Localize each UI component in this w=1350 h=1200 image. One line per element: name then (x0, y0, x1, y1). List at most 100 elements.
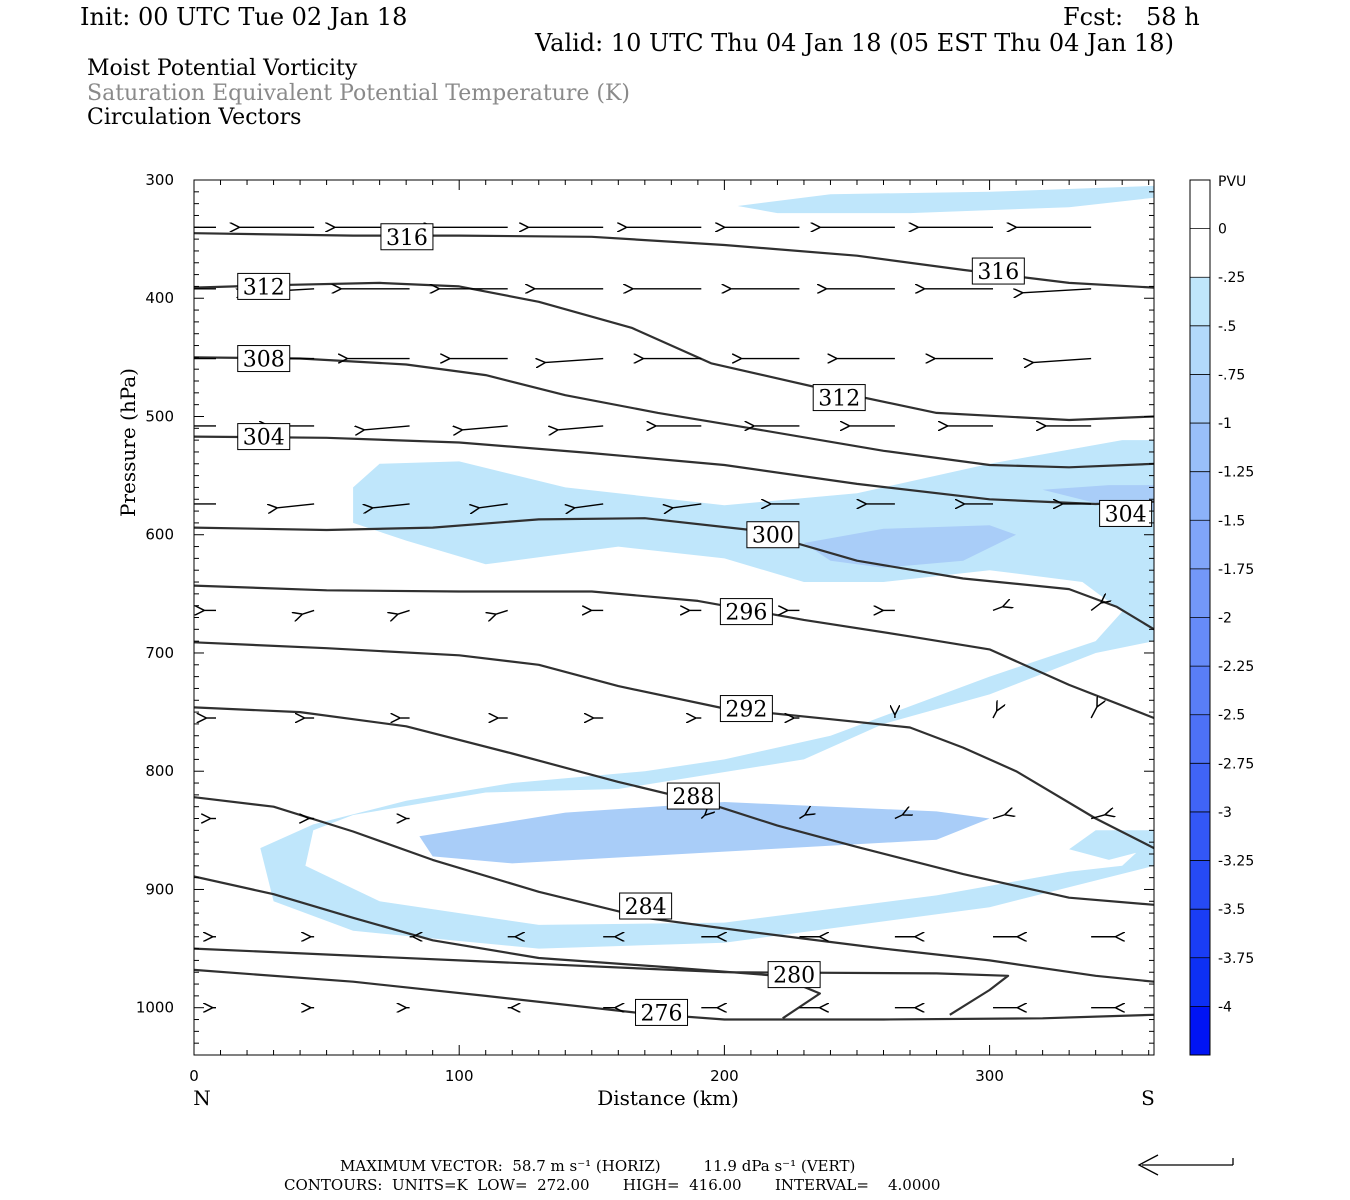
vector-arrow-4-5 (672, 503, 702, 508)
colorbar-label-6: -1.5 (1218, 513, 1245, 529)
contour-label-box-0 (971, 257, 1025, 285)
y-tick-label-3: 600 (145, 526, 174, 544)
contour-label-box-10 (666, 782, 720, 810)
vector-arrow-6-9 (1090, 706, 1097, 719)
vector-arrow-4-2 (372, 503, 410, 508)
vector-arrow-3-3 (462, 426, 508, 430)
colorbar-swatch-4 (1190, 374, 1210, 424)
colorbar-label-3: -.75 (1218, 367, 1245, 383)
colorbar-swatch-14 (1190, 860, 1210, 910)
colorbar-swatch-17 (1190, 1006, 1210, 1056)
y-tick-label-7: 1000 (136, 999, 174, 1017)
colorbar-label-4: -1 (1218, 416, 1232, 432)
colorbar-label-14: -3.5 (1218, 902, 1245, 918)
contour-label-2: 312 (243, 275, 285, 300)
init-time: Init: 00 UTC Tue 02 Jan 18 (80, 3, 408, 31)
x-end-label-south: S (1141, 1086, 1155, 1110)
vector-arrow-4-1 (276, 503, 315, 508)
colorbar-swatch-10 (1190, 666, 1210, 716)
vector-arrow-2-4 (544, 359, 604, 363)
colorbar-swatch-11 (1190, 714, 1210, 764)
y-tick-label-1: 400 (145, 289, 174, 307)
colorbar-swatch-2 (1190, 277, 1210, 327)
vector-arrow-7-5 (700, 815, 705, 820)
x-tick-label-2: 200 (710, 1067, 739, 1085)
pv-region-3 (803, 525, 1017, 568)
valid-time: Valid: 10 UTC Thu 04 Jan 18 (05 EST Thu … (535, 29, 1174, 57)
vector-arrow-4-4 (574, 503, 604, 508)
field-title-1: Moist Potential Vorticity (87, 56, 358, 81)
contour-label-6: 304 (1105, 502, 1147, 527)
pv-region-2 (419, 802, 990, 864)
y-tick-label-4: 700 (145, 644, 174, 662)
contour-label-11: 284 (625, 895, 667, 920)
colorbar-label-2: -.5 (1218, 319, 1236, 335)
axes: 0 100 200 300 300 400 500 600 700 800 900 1000 N S Dis… (116, 171, 1155, 1110)
contour-label-box-6 (1099, 499, 1153, 527)
x-tick-label-0: 0 (189, 1067, 199, 1085)
forecast-hour: Fcst: 58 h (1063, 3, 1200, 31)
colorbar-label-13: -3.25 (1218, 854, 1254, 870)
vector-arrow-4-3 (478, 503, 508, 508)
field-title-3: Circulation Vectors (87, 105, 302, 130)
colorbar-swatch-5 (1190, 423, 1210, 473)
contour-label-box-12 (767, 961, 821, 989)
vector-arrow-2-9 (1032, 359, 1092, 363)
contour-label-10: 288 (672, 785, 714, 810)
colorbar-unit: PVU (1218, 174, 1246, 190)
vector-arrow-7-6 (799, 815, 805, 820)
contour-label-box-8 (719, 598, 773, 626)
colorbar-label-7: -1.75 (1218, 562, 1254, 578)
colorbar-label-1: -.25 (1218, 270, 1245, 286)
contour-labels: 316 316 312 312 308 304 304 300 296 292 288 284 280 2… (237, 223, 1153, 1026)
x-end-label-north: N (193, 1086, 211, 1110)
x-tick-label-1: 100 (445, 1067, 474, 1085)
colorbar-label-10: -2.5 (1218, 708, 1245, 724)
contour-label-5: 304 (243, 426, 285, 451)
vector-arrow-5-9 (1090, 602, 1102, 611)
colorbar-swatch-13 (1190, 811, 1210, 862)
vector-arrow-5-2 (397, 609, 410, 614)
vector-arrow-7-9 (1090, 815, 1106, 820)
vector-arrow-5-8 (992, 606, 1004, 612)
colorbar-swatch-6 (1190, 471, 1210, 521)
contour-label-box-2 (237, 272, 291, 300)
contour-line-9 (194, 641, 1154, 850)
vector-arrow-3-2 (363, 426, 410, 430)
contour-label-box-1 (380, 223, 434, 251)
max-vector-line: MAXIMUM VECTOR: 58.7 m s⁻¹ (HORIZ) 11.9 … (340, 1157, 856, 1175)
contour-label-box-11 (619, 892, 673, 920)
colorbar-label-15: -3.75 (1218, 951, 1254, 967)
colorbar-label-8: -2 (1218, 611, 1232, 627)
contour-label-1: 316 (386, 226, 428, 251)
field-title-2: Saturation Equivalent Potential Temperat… (87, 81, 630, 106)
colorbar-swatch-16 (1190, 957, 1210, 1007)
colorbar-swatch-9 (1190, 617, 1210, 667)
colorbar-swatch-3 (1190, 325, 1210, 375)
contour-label-8: 296 (725, 601, 767, 626)
vector-arrow-1-9 (1022, 289, 1092, 293)
contour-label-4: 308 (243, 348, 285, 373)
vector-arrow-6-8 (992, 710, 997, 719)
vector-arrow-7-7 (894, 815, 903, 820)
y-axis-title: Pressure (hPa) (116, 368, 140, 517)
contour-label-box-9 (719, 695, 773, 723)
contour-label-box-3 (812, 384, 866, 412)
colorbar-label-5: -1.25 (1218, 465, 1254, 481)
colorbar-swatch-15 (1190, 909, 1210, 959)
contour-label-12: 280 (773, 964, 815, 989)
x-tick-label-3: 300 (975, 1067, 1004, 1085)
contour-label-9: 292 (725, 698, 767, 723)
colorbar: PVU 0 -.25 -.5 -.75 -1 -1.25 -1.5 -1.75 -2 -2.25 -2… (1189, 174, 1254, 1056)
contour-label-box-7 (746, 521, 800, 549)
colorbar-label-9: -2.25 (1218, 659, 1254, 675)
vector-arrow-5-3 (495, 609, 508, 614)
y-tick-label-5: 800 (145, 762, 174, 780)
colorbar-swatch-7 (1190, 520, 1210, 570)
contour-info-line: CONTOURS: UNITS=K LOW= 272.00 HIGH= 416.… (284, 1176, 941, 1194)
x-axis-title: Distance (km) (597, 1086, 739, 1110)
contour-label-box-5 (237, 423, 291, 451)
colorbar-label-12: -3 (1218, 805, 1232, 821)
colorbar-label-11: -2.75 (1218, 756, 1254, 772)
